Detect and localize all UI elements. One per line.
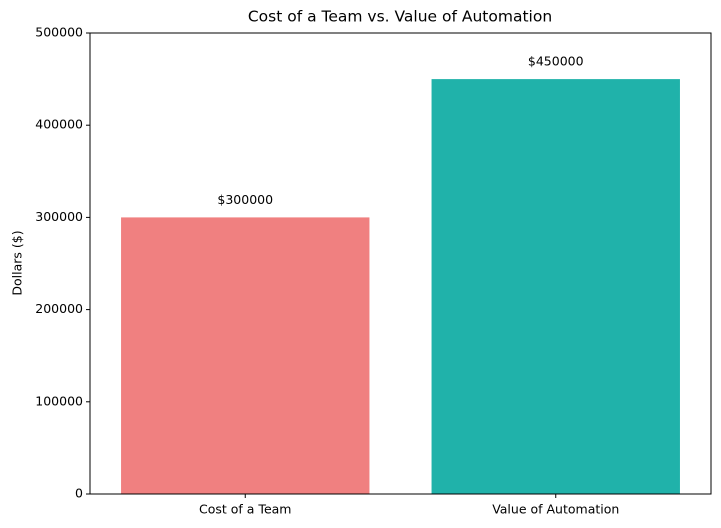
- y-tick-label: 300000: [35, 209, 83, 224]
- axes-frame: [89, 32, 712, 495]
- y-axis-label: Dollars ($): [10, 230, 25, 295]
- y-tick-label: 0: [75, 486, 83, 501]
- y-tick-label: 100000: [35, 393, 83, 408]
- value-label: $300000: [217, 192, 273, 207]
- bar: [121, 217, 370, 494]
- y-tick-label: 400000: [35, 117, 83, 132]
- bar: [431, 79, 680, 494]
- y-tick-label: 200000: [35, 301, 83, 316]
- x-tick-label: Value of Automation: [492, 502, 619, 517]
- value-label: $450000: [528, 54, 584, 69]
- y-tick-label: 500000: [35, 25, 83, 40]
- x-tick-label: Cost of a Team: [199, 502, 291, 517]
- chart-title: Cost of a Team vs. Value of Automation: [248, 8, 552, 26]
